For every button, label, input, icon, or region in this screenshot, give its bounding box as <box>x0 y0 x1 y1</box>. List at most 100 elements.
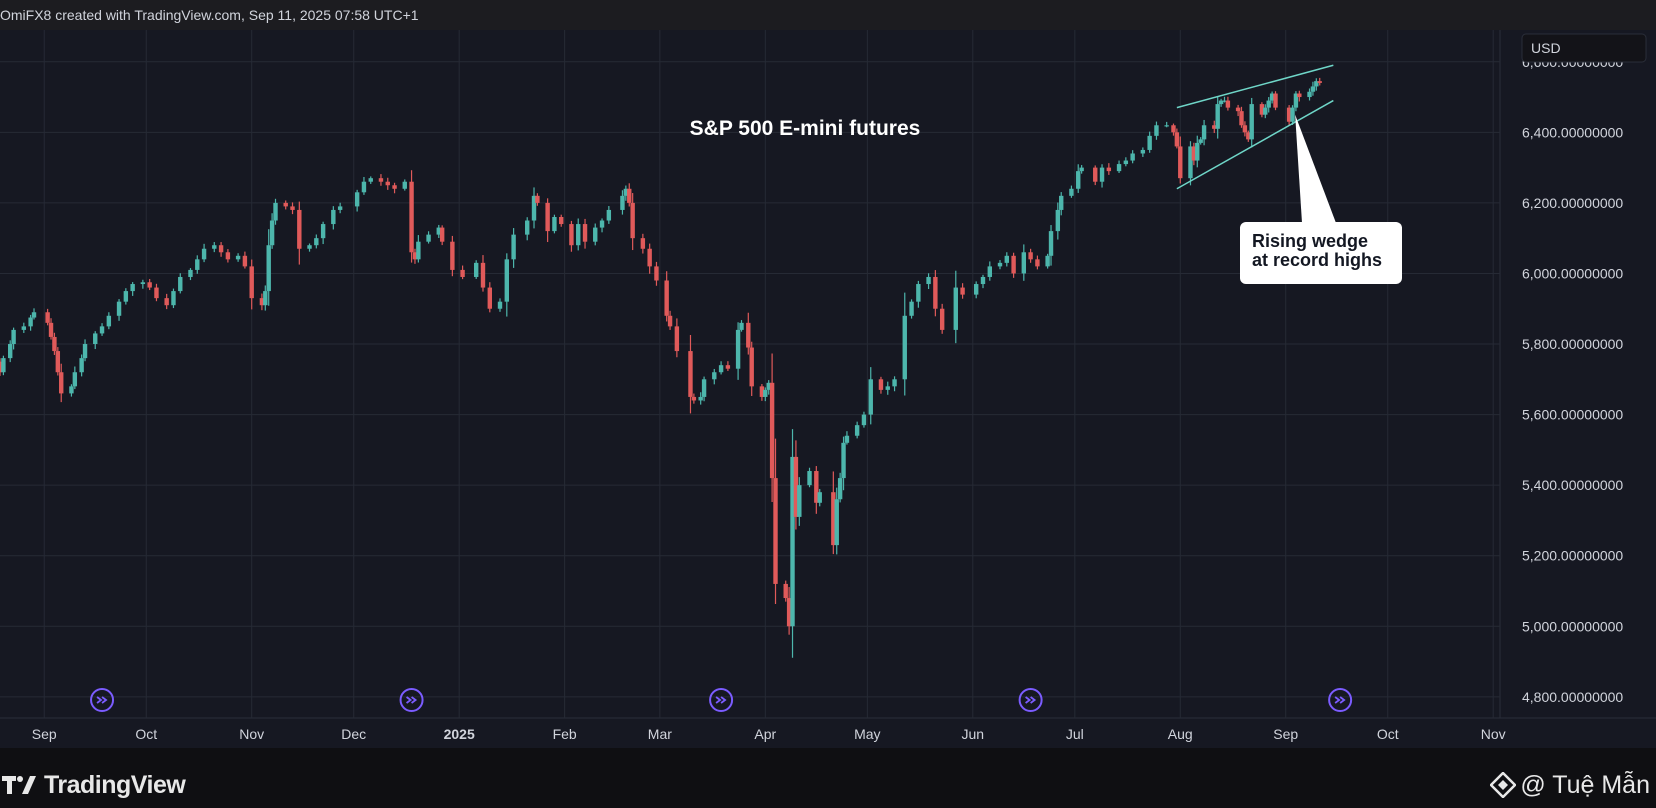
candle-up <box>426 234 431 242</box>
event-marker-icon[interactable] <box>90 688 115 712</box>
x-tick-label: 2025 <box>444 726 475 742</box>
candle-up <box>1099 167 1105 182</box>
candle-up <box>1215 104 1220 129</box>
tradingview-logo[interactable]: TradingView <box>2 770 186 799</box>
candle-down <box>290 206 295 210</box>
candle-up <box>106 315 112 327</box>
top-caption-bar: OmiFX8 created with TradingView.com, Sep… <box>0 0 1656 31</box>
candle-up <box>1048 231 1054 256</box>
candle-up <box>1293 93 1299 108</box>
x-axis-labels: Sep Oct Nov Dec 2025 Feb Mar Apr May Jun Jul Aug Sep… <box>32 726 1506 742</box>
x-tick-label: Mar <box>648 726 672 742</box>
currency-badge[interactable]: USD <box>1521 33 1647 63</box>
candle-up <box>973 284 979 295</box>
candle-up <box>28 317 33 327</box>
candle-down <box>569 224 574 246</box>
candle-up <box>140 282 146 285</box>
candle-up <box>790 456 795 627</box>
candle-up <box>320 224 326 239</box>
candle-up <box>606 209 612 221</box>
candle-down <box>630 202 635 239</box>
binance-diamond-icon <box>1490 772 1517 798</box>
candle-up <box>701 379 707 397</box>
candle-up <box>361 181 367 193</box>
candle-up <box>902 315 907 380</box>
candle-down <box>1212 125 1217 129</box>
candle-down <box>1246 132 1251 140</box>
candle-down <box>1242 125 1248 133</box>
x-tick-label: Nov <box>1481 726 1506 742</box>
wedge-lower-line <box>1176 99 1334 190</box>
candle-up <box>997 262 1003 267</box>
candle-down <box>1297 93 1302 98</box>
candle-down <box>487 287 492 309</box>
candle-down <box>960 287 965 295</box>
candle-up <box>69 386 74 394</box>
candle-up <box>861 414 867 426</box>
tradingview-brand: TradingView <box>44 770 186 799</box>
candle-up <box>1123 160 1129 165</box>
candle-up <box>1045 255 1050 267</box>
candle-down <box>582 224 588 242</box>
candle-up <box>807 471 812 486</box>
event-marker-icon[interactable] <box>709 688 734 712</box>
candle-up <box>99 326 105 334</box>
candle-down <box>55 351 61 373</box>
candle-up <box>1218 100 1224 105</box>
candle-up <box>797 485 802 517</box>
candle-up <box>504 259 510 302</box>
candle-up <box>307 245 312 249</box>
event-marker-icon[interactable] <box>1018 688 1043 712</box>
candle-down <box>59 372 64 394</box>
x-tick-label: Oct <box>1377 726 1399 742</box>
candle-down <box>1171 125 1176 133</box>
candle-up <box>354 192 360 207</box>
x-tick-label: Dec <box>341 726 366 742</box>
candle-up <box>402 181 407 189</box>
candle-up <box>72 372 78 387</box>
candle-up <box>834 499 839 546</box>
price-scale-area[interactable] <box>1500 30 1656 748</box>
y-tick-label: 4,800.00000000 <box>1522 689 1623 705</box>
candle-up <box>130 284 135 292</box>
candle-down <box>1178 146 1183 179</box>
candle-up <box>698 396 703 401</box>
candle-up <box>188 269 193 277</box>
candle-down <box>283 202 288 207</box>
candle-up <box>837 478 843 500</box>
candle-up <box>841 442 846 479</box>
candle-down <box>1028 252 1033 260</box>
candle-up <box>1147 135 1152 150</box>
candle-down <box>385 181 390 186</box>
candle-down <box>48 322 54 337</box>
event-marker-icon[interactable] <box>1328 688 1353 712</box>
candle-up <box>817 492 822 503</box>
candle-down <box>1011 255 1016 274</box>
callout-pointer <box>1295 114 1336 223</box>
candle-down <box>640 238 646 249</box>
y-tick-label: 5,400.00000000 <box>1522 477 1623 493</box>
event-marker-icon[interactable] <box>399 688 424 712</box>
candle-up <box>926 276 931 285</box>
candle-up <box>1195 142 1200 161</box>
candle-down <box>409 181 414 253</box>
candle-up <box>712 372 717 380</box>
candle-down <box>746 322 751 348</box>
candle-up <box>1055 209 1061 232</box>
price-chart[interactable]: 4,800.00000000 5,000.00000000 5,200.000000… <box>0 30 1656 748</box>
candle-up <box>766 382 771 390</box>
candle-up <box>93 333 98 345</box>
candle-up <box>195 259 200 270</box>
candle-down <box>1317 81 1322 83</box>
y-tick-label: 6,200.00000000 <box>1522 195 1623 211</box>
candle-up <box>331 209 336 225</box>
candle-down <box>759 386 765 397</box>
candle-down <box>249 266 254 299</box>
candle-up <box>844 435 850 443</box>
candle-up <box>116 301 122 316</box>
candle-up <box>1263 107 1268 115</box>
candle-down <box>450 241 455 270</box>
candle-down <box>1093 167 1098 182</box>
candle-up <box>171 291 176 306</box>
